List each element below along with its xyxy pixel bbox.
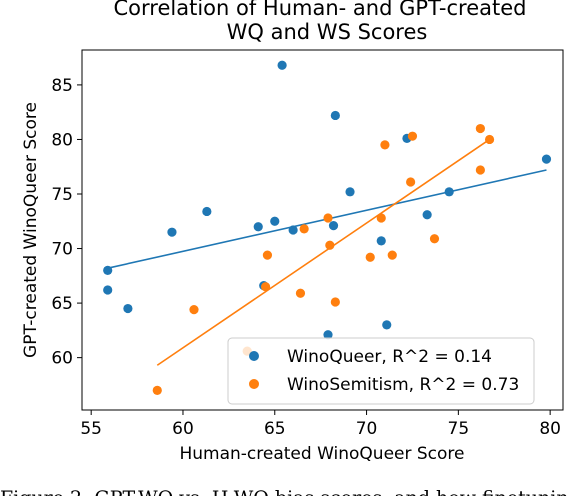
data-point-winosemitism <box>330 297 340 307</box>
y-tick-label: 80 <box>51 130 73 150</box>
data-point-winoqueer <box>541 154 552 164</box>
data-point-winosemitism <box>323 213 333 223</box>
data-point-winoqueer <box>167 227 177 237</box>
data-point-winosemitism <box>299 224 309 234</box>
data-point-winosemitism <box>260 282 271 292</box>
chart-title-line-1: Correlation of Human- and GPT-created <box>114 0 527 20</box>
data-point-winoqueer <box>382 320 392 330</box>
data-point-winosemitism <box>387 250 397 260</box>
data-point-winoqueer <box>330 110 340 121</box>
data-point-winoqueer <box>345 187 355 197</box>
y-axis-label: GPT-created WinoQueer Score <box>21 102 41 358</box>
y-tick-label: 60 <box>51 349 73 369</box>
y-tick-label: 85 <box>51 76 73 96</box>
data-point-winosemitism <box>365 252 375 262</box>
y-tick-label: 70 <box>51 240 73 260</box>
data-point-winosemitism <box>429 234 440 244</box>
legend-label-winoqueer: WinoQueer, R^2 = 0.14 <box>287 347 492 367</box>
data-point-winoqueer <box>323 330 333 340</box>
x-tick-label: 80 <box>539 419 561 439</box>
data-point-winoqueer <box>328 221 339 231</box>
data-point-winoqueer <box>277 60 287 70</box>
legend-marker-winoqueer <box>249 351 259 361</box>
x-tick-label: 60 <box>172 419 194 439</box>
x-tick-label: 75 <box>448 419 470 439</box>
data-point-winosemitism <box>262 250 273 260</box>
legend-label-winosemitism: WinoSemitism, R^2 = 0.73 <box>287 375 519 395</box>
legend-marker-winosemitism <box>249 379 259 389</box>
data-point-winosemitism <box>325 240 335 250</box>
x-tick-label: 65 <box>264 419 286 439</box>
data-point-winoqueer <box>253 222 263 232</box>
data-point-winosemitism <box>376 213 386 223</box>
data-point-winosemitism <box>475 165 485 175</box>
legend: WinoQueer, R^2 = 0.14 WinoSemitism, R^2 … <box>227 337 535 405</box>
figure-caption: Figure 2: GPT-WQ vs. H-WQ bias scores, a… <box>0 487 570 496</box>
plot-area: 55 60 65 70 75 80 60 65 70 75 80 85 <box>51 49 564 439</box>
chart-title-line-2: WQ and WS Scores <box>227 20 428 44</box>
data-point-winoqueer <box>422 210 432 220</box>
data-point-winoqueer <box>123 303 133 314</box>
y-tick-label: 75 <box>51 185 73 205</box>
data-point-winosemitism <box>407 131 418 141</box>
data-point-winosemitism <box>295 288 306 298</box>
x-tick-label: 55 <box>80 419 102 439</box>
x-axis-label: Human-created WinoQueer Score <box>179 444 464 464</box>
data-point-winosemitism <box>189 305 199 315</box>
data-point-winoqueer <box>270 216 280 226</box>
data-point-winosemitism <box>475 123 485 134</box>
plot-frame <box>81 49 564 411</box>
x-tick-label: 70 <box>356 419 378 439</box>
data-point-winoqueer <box>376 236 386 246</box>
legend-box <box>227 337 535 405</box>
data-point-winoqueer <box>202 206 212 217</box>
trend-line-winosemitism <box>156 138 491 366</box>
data-point-winosemitism <box>406 177 416 187</box>
data-point-winosemitism <box>484 134 495 145</box>
data-point-winosemitism <box>152 385 162 395</box>
y-tick-label: 65 <box>51 294 73 314</box>
data-point-winosemitism <box>380 140 390 150</box>
data-point-winoqueer <box>103 285 113 295</box>
